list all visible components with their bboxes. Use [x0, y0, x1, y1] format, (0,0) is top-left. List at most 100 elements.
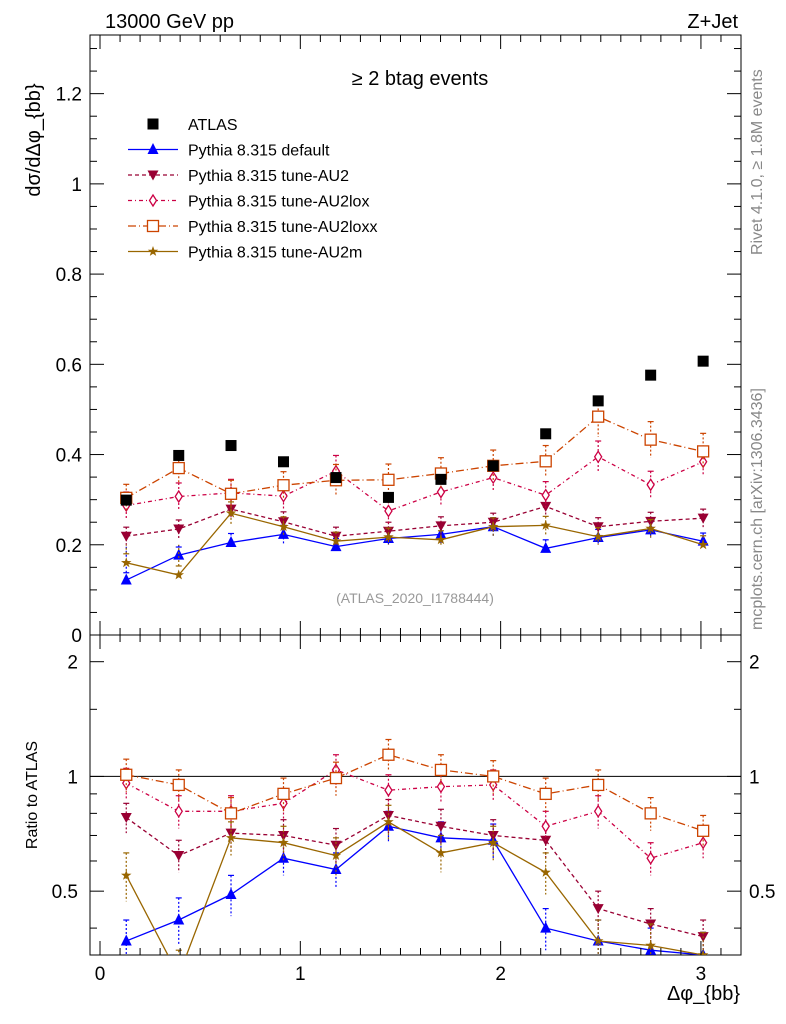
point-AU2lox — [488, 470, 498, 485]
ratio-point-AU2loxx — [120, 768, 133, 781]
ratio-point-default — [120, 934, 132, 946]
y-axis-label-main: dσ/dΔφ_{bb} — [23, 83, 45, 197]
legend-label: ATLAS — [188, 117, 238, 134]
legend-marker — [148, 193, 158, 208]
point-ATLAS — [540, 428, 552, 440]
legend-label: Pythia 8.315 default — [188, 143, 330, 160]
point-AU2m — [592, 531, 604, 542]
legend-label: Pythia 8.315 tune-AU2loxx — [188, 219, 377, 236]
ratio-point-AU2loxx — [592, 778, 605, 792]
series-AU2lox — [121, 440, 708, 525]
x-tick-label: 1 — [295, 964, 306, 985]
ratio-point-AU2lox — [384, 783, 393, 797]
line-AU2loxx — [125, 415, 704, 499]
ratio-point-AU2loxx — [539, 787, 552, 801]
ratio-point-AU2lox — [541, 819, 550, 833]
ratio-panel: 0.5 0.5 1 1 2 2 Ratio to ATLAS 0 1 2 3 Δφ_{bb} — [24, 35, 775, 1005]
ratio-y-axis-label: Ratio to ATLAS — [24, 741, 41, 849]
ratio-point-AU2 — [330, 840, 342, 851]
analysis-label: (ATLAS_2020_I1788444) — [336, 590, 494, 606]
ratio-point-default — [277, 851, 289, 863]
legend-marker — [146, 219, 160, 233]
ratio-series-AU2 — [120, 798, 709, 955]
ratio-y-tick-label-right: 2 — [749, 653, 760, 674]
ratio-point-default — [540, 921, 552, 933]
energy-label: 13000 GeV pp — [105, 11, 234, 33]
point-ATLAS — [435, 473, 447, 485]
point-AU2m — [540, 519, 551, 530]
ratio-line-default — [126, 825, 704, 955]
ratio-panel-frame — [89, 634, 742, 956]
ratio-series-AU2m — [121, 804, 709, 980]
ratio-point-AU2m — [488, 837, 499, 848]
point-AU2m — [173, 569, 184, 580]
series-default — [120, 517, 709, 585]
point-ATLAS — [592, 395, 604, 407]
point-ATLAS — [277, 456, 289, 468]
point-ATLAS — [487, 460, 499, 472]
legend-marker — [147, 170, 159, 181]
point-AU2m — [225, 507, 237, 518]
point-ATLAS — [697, 355, 709, 367]
point-default — [120, 573, 132, 585]
x-tick-label: 2 — [495, 964, 506, 985]
series-ATLAS — [120, 355, 709, 506]
point-AU2lox — [384, 504, 393, 518]
ratio-point-AU2m — [174, 970, 185, 980]
ratio-point-AU2m — [697, 949, 709, 955]
ratio-point-AU2loxx — [696, 824, 710, 837]
line-AU2lox — [126, 456, 704, 512]
point-AU2m — [435, 534, 447, 545]
x-tick-label: 3 — [696, 964, 707, 985]
ratio-point-AU2m — [121, 869, 132, 880]
ratio-point-AU2lox — [698, 836, 708, 850]
point-AU2 — [173, 524, 185, 535]
legend-label: Pythia 8.315 tune-AU2lox — [188, 194, 369, 211]
point-default — [173, 548, 185, 560]
ratio-line-AU2loxx — [126, 754, 704, 832]
ratio-point-default — [225, 888, 237, 900]
point-AU2 — [435, 521, 447, 532]
ratio-point-AU2m — [435, 847, 447, 858]
legend: ATLAS Pythia 8.315 default Pythia 8.315 tu… — [128, 117, 377, 262]
legend-label: Pythia 8.315 tune-AU2m — [188, 245, 362, 262]
ratio-point-AU2loxx — [382, 748, 395, 761]
ratio-point-AU2loxx — [224, 807, 238, 820]
legend-entry-AU2: Pythia 8.315 tune-AU2 — [128, 168, 349, 185]
ratio-point-AU2lox — [174, 804, 184, 819]
y-tick-label: 0.4 — [56, 446, 83, 467]
ratio-line-AU2lox — [125, 769, 704, 859]
point-ATLAS — [645, 369, 657, 381]
point-AU2m — [697, 539, 709, 550]
series-AU2 — [120, 495, 709, 545]
point-AU2lox — [436, 485, 446, 499]
point-ATLAS — [173, 449, 185, 461]
y-tick-label: 0.6 — [56, 355, 82, 376]
series-AU2m — [121, 501, 709, 580]
ratio-point-AU2m — [383, 816, 394, 827]
legend-marker — [147, 246, 159, 256]
point-AU2loxx — [277, 479, 290, 492]
ratio-point-AU2m — [645, 940, 656, 950]
point-ATLAS — [330, 472, 342, 484]
ratio-point-AU2 — [592, 904, 604, 915]
point-AU2lox — [174, 489, 184, 504]
mcplots-label: mcplots.cern.ch [arXiv:1306.3436] — [749, 388, 766, 630]
ratio-point-default — [330, 862, 342, 874]
legend-entry-default: Pythia 8.315 default — [128, 143, 330, 160]
point-AU2loxx — [539, 455, 552, 468]
point-AU2lox — [646, 478, 655, 492]
legend-marker — [147, 118, 159, 130]
legend-label: Pythia 8.315 tune-AU2 — [188, 168, 349, 185]
ratio-series-AU2loxx — [120, 738, 710, 848]
process-label: Z+Jet — [687, 11, 738, 33]
ratio-point-AU2lox — [436, 779, 446, 794]
ratio-point-AU2m — [225, 832, 237, 843]
y-tick-label: 0.2 — [56, 536, 82, 557]
point-default — [330, 540, 342, 552]
point-AU2m — [383, 531, 394, 542]
ratio-point-AU2lox — [646, 851, 655, 865]
main-title: ≥ 2 btag events — [352, 68, 489, 90]
ratio-point-AU2 — [173, 851, 185, 862]
point-AU2lox — [593, 450, 603, 464]
